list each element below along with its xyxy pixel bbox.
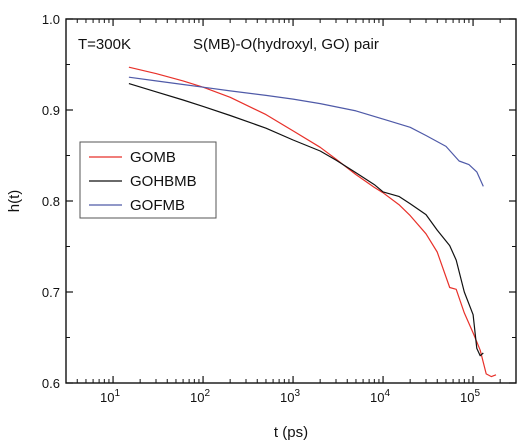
legend-label-gomb: GOMB xyxy=(130,149,176,166)
x-tick-label: 101 xyxy=(100,388,120,405)
x-tick-label: 103 xyxy=(280,388,300,405)
y-axis-ticks: 0.6 0.7 0.8 0.9 1.0 xyxy=(42,12,516,391)
legend: GOMB GOHBMB GOFMB xyxy=(79,141,217,219)
series-line-gohbmb xyxy=(128,83,484,357)
series-lines xyxy=(128,66,497,378)
y-tick-label: 0.8 xyxy=(42,194,60,209)
x-axis-ticks: 101 102 103 104 105 xyxy=(76,19,501,405)
y-tick-label: 0.6 xyxy=(42,376,60,391)
y-tick-label: 1.0 xyxy=(42,12,60,27)
x-tick-label: 102 xyxy=(190,388,210,405)
legend-label-gohbmb: GOHBMB xyxy=(130,173,197,190)
y-tick-label: 0.7 xyxy=(42,285,60,300)
pair-annotation: S(MB)-O(hydroxyl, GO) pair xyxy=(193,36,379,53)
x-axis-label: t (ps) xyxy=(274,424,308,441)
y-axis-label: h(t) xyxy=(6,190,23,213)
series-line-gofmb xyxy=(128,76,484,187)
series-line-gomb xyxy=(128,66,497,378)
x-tick-label: 104 xyxy=(370,388,390,405)
temperature-annotation: T=300K xyxy=(78,36,131,53)
x-tick-label: 105 xyxy=(460,388,480,405)
legend-label-gofmb: GOFMB xyxy=(130,197,185,214)
y-tick-label: 0.9 xyxy=(42,103,60,118)
